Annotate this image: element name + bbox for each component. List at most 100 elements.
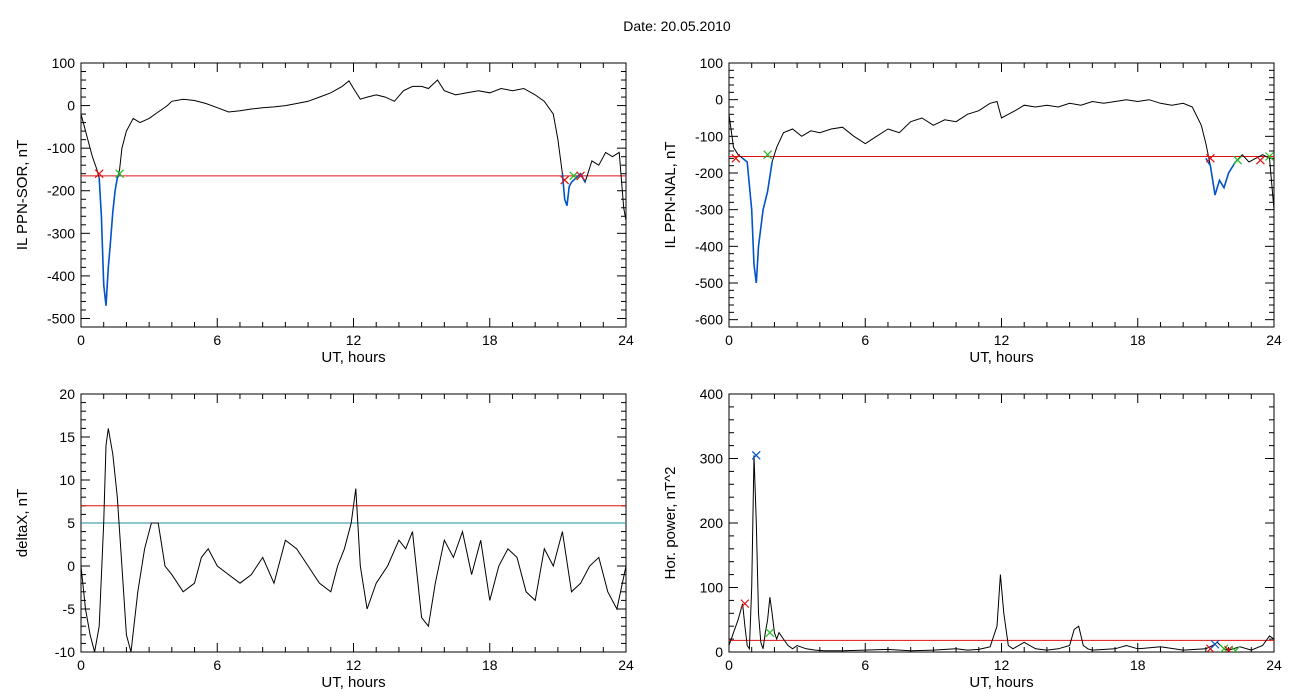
- y-tick-label: 100: [52, 55, 76, 71]
- y-tick-label: -300: [695, 202, 723, 218]
- y-tick-label: 200: [700, 515, 724, 531]
- series-line-blue-1: [98, 173, 121, 306]
- marker-stroke: [576, 171, 586, 181]
- x-tick-label: 24: [618, 332, 634, 348]
- series-line-blue-2: [1205, 157, 1237, 196]
- plot-data: [81, 428, 626, 652]
- y-tick-label: -100: [47, 140, 75, 156]
- y-tick-label: -500: [695, 275, 723, 291]
- y-tick-label: 5: [67, 515, 75, 531]
- x-tick-label: 12: [994, 332, 1010, 348]
- marker-stroke: [569, 171, 579, 181]
- x-tick-label: 0: [725, 657, 733, 673]
- plot-data: [81, 79, 626, 306]
- x-tick-label: 12: [346, 332, 362, 348]
- y-tick-label: 10: [59, 472, 75, 488]
- marker-x-red: [731, 153, 741, 163]
- x-tick-label: 12: [346, 657, 362, 673]
- y-tick-label: -400: [47, 268, 75, 284]
- x-tick-label: 18: [482, 657, 498, 673]
- x-axis-label: UT, hours: [321, 674, 385, 691]
- x-tick-label: 0: [77, 657, 85, 673]
- marker-stroke: [94, 169, 104, 179]
- y-tick-label: 20: [59, 386, 75, 402]
- figure-title: Date: 20.05.2010: [623, 18, 731, 34]
- panel-il-ppn-nal: 0 6 12 18 24 -600 -500 -400 -300 -200 -100 0 100 UT, …: [662, 55, 1282, 366]
- plot-frame: [728, 62, 1275, 328]
- marker-stroke: [1205, 153, 1215, 163]
- x-tick-label: 18: [1130, 332, 1146, 348]
- marker-x-green: [569, 171, 579, 181]
- series-line-blue-1: [742, 157, 773, 284]
- x-tick-label: 18: [482, 332, 498, 348]
- x-axis-label: UT, hours: [969, 349, 1033, 366]
- y-tick-label: 0: [715, 92, 723, 108]
- series-line-black-0: [81, 79, 626, 306]
- marker-stroke: [731, 153, 741, 163]
- marker-stroke: [740, 599, 750, 609]
- marker-stroke: [115, 169, 125, 179]
- marker-stroke: [1210, 639, 1220, 649]
- x-tick-label: 6: [213, 332, 221, 348]
- y-tick-label: -300: [47, 225, 75, 241]
- y-tick-label: -200: [47, 183, 75, 199]
- y-tick-label: 300: [700, 451, 724, 467]
- x-tick-label: 6: [861, 657, 869, 673]
- marker-stroke: [763, 150, 773, 160]
- y-tick-label: 15: [59, 429, 75, 445]
- marker-stroke: [765, 628, 775, 638]
- y-axis-label: IL PPN-SOR, nT: [14, 140, 31, 250]
- y-tick-label: -200: [695, 165, 723, 181]
- y-axis-label: deltaX, nT: [14, 489, 31, 557]
- x-tick-label: 24: [1266, 332, 1282, 348]
- marker-x-red: [94, 169, 104, 179]
- y-tick-label: -100: [695, 128, 723, 144]
- x-tick-label: 24: [618, 657, 634, 673]
- x-tick-label: 12: [994, 657, 1010, 673]
- series-line-black-0: [729, 455, 1274, 652]
- marker-x-red: [1255, 155, 1265, 165]
- x-tick-label: 0: [77, 332, 85, 348]
- panel-deltax: 0 6 12 18 24 -10 -5 0 5 10 15 20 UT, hours deltaX, nT: [14, 386, 634, 691]
- y-tick-label: 100: [700, 55, 724, 71]
- marker-x-green: [763, 150, 773, 160]
- plot-frame: [728, 393, 1275, 653]
- marker-stroke: [1265, 152, 1274, 161]
- y-tick-label: 0: [715, 644, 723, 660]
- marker-x-red: [1205, 153, 1215, 163]
- y-tick-label: -600: [695, 312, 723, 328]
- marker-x-green: [1265, 152, 1274, 161]
- marker-x-green: [765, 628, 775, 638]
- panel-hor-power: 0 6 12 18 24 0 100 200 300 400 UT, hours Hor. power…: [662, 386, 1282, 691]
- marker-stroke: [1233, 155, 1243, 165]
- y-tick-label: -10: [55, 644, 75, 660]
- y-axis-label: Hor. power, nT^2: [662, 467, 679, 580]
- marker-x-green: [1233, 155, 1243, 165]
- marker-stroke: [560, 175, 570, 185]
- marker-stroke: [1219, 644, 1229, 652]
- marker-x-red: [740, 599, 750, 609]
- marker-x-red: [560, 175, 570, 185]
- y-tick-label: 0: [67, 98, 75, 114]
- marker-stroke: [751, 450, 761, 460]
- marker-stroke: [1255, 155, 1265, 165]
- marker-x-green: [1230, 646, 1240, 652]
- plot-data: [729, 99, 1274, 284]
- series-line-black-0: [81, 428, 626, 652]
- y-tick-label: -5: [63, 601, 76, 617]
- y-tick-label: 0: [67, 558, 75, 574]
- plot-frame: [80, 62, 627, 328]
- marker-x-red: [576, 171, 586, 181]
- x-axis-label: UT, hours: [321, 349, 385, 366]
- y-tick-label: -400: [695, 238, 723, 254]
- x-axis-label: UT, hours: [969, 674, 1033, 691]
- x-tick-label: 0: [725, 332, 733, 348]
- y-tick-label: -500: [47, 310, 75, 326]
- y-tick-label: 100: [700, 580, 724, 596]
- x-tick-label: 18: [1130, 657, 1146, 673]
- x-tick-label: 24: [1266, 657, 1282, 673]
- series-line-black-0: [729, 99, 1274, 284]
- x-tick-label: 6: [861, 332, 869, 348]
- marker-stroke: [1233, 646, 1240, 652]
